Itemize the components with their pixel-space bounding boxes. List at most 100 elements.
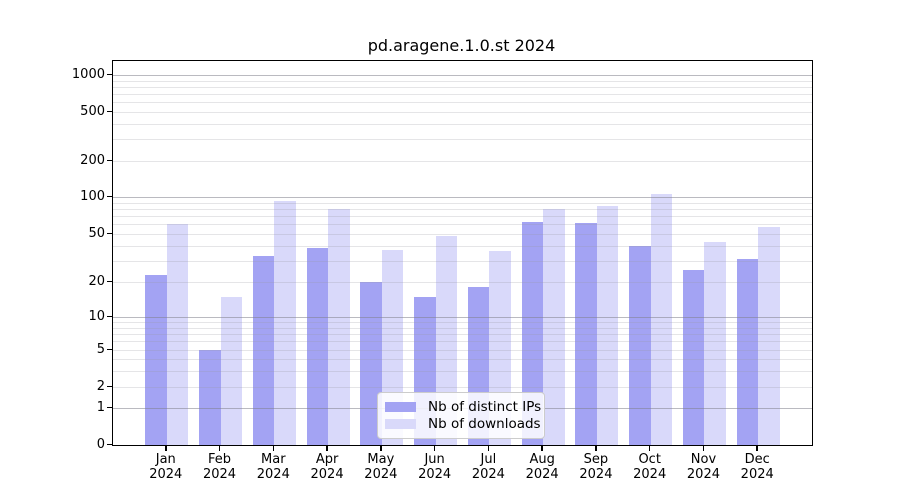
x-tick-may-2024 [380,445,382,451]
minor-gridline-200 [113,161,812,162]
minor-gridline-800 [113,86,812,88]
y-tick-500 [107,110,112,112]
x-tick-label-jul-2024: Jul 2024 [471,452,505,482]
major-gridline-10 [113,317,812,318]
x-tick-oct-2024 [648,445,651,451]
minor-gridline-50 [113,234,812,235]
bar-nb-of-distinct-ips-feb-2024 [199,350,221,445]
y-tick-label-20: 20 [88,273,105,289]
y-tick-1 [107,406,112,408]
minor-gridline-6 [113,341,812,343]
minor-gridline-9 [113,322,812,324]
legend-label-distinct-ips: Nb of distinct IPs [428,398,542,415]
legend-swatch-downloads [385,419,416,430]
minor-gridline-8 [113,327,812,329]
x-tick-feb-2024 [218,445,221,451]
x-tick-apr-2024 [326,445,328,451]
x-tick-label-aug-2024: Aug 2024 [525,452,559,482]
y-tick-20 [107,280,112,282]
legend-item-distinct-ips: Nb of distinct IPs [385,399,541,415]
y-tick-50 [107,232,112,234]
x-tick-label-jun-2024: Jun 2024 [418,452,452,482]
major-gridline-100 [113,197,812,198]
bar-nb-of-downloads-oct-2024 [650,194,673,445]
y-tick-label-2: 2 [96,378,105,394]
bar-nb-of-downloads-apr-2024 [328,208,350,445]
y-tick-label-1000: 1000 [71,66,105,82]
minor-gridline-60 [113,224,812,226]
minor-gridline-300 [113,139,812,141]
x-tick-label-apr-2024: Apr 2024 [310,452,344,482]
y-tick-label-50: 50 [88,225,105,241]
y-tick-2 [107,385,112,387]
y-tick-10 [107,315,112,317]
minor-gridline-400 [113,123,812,125]
bar-nb-of-distinct-ips-aug-2024 [521,221,544,445]
y-tick-5 [107,348,112,350]
minor-gridline-500 [113,112,812,113]
bar-nb-of-distinct-ips-sep-2024 [575,222,597,445]
legend-item-downloads: Nb of downloads [385,416,541,432]
bar-nb-of-downloads-mar-2024 [274,200,296,445]
minor-gridline-20 [113,282,812,283]
x-tick-sep-2024 [595,445,597,451]
y-tick-1000 [107,73,112,75]
x-tick-nov-2024 [702,445,705,451]
minor-gridline-30 [113,260,812,262]
y-tick-label-10: 10 [88,308,105,324]
minor-gridline-700 [113,94,812,96]
x-tick-label-may-2024: May 2024 [364,452,398,482]
bar-nb-of-distinct-ips-oct-2024 [629,245,651,445]
y-tick-label-200: 200 [80,152,105,168]
bar-nb-of-downloads-feb-2024 [220,296,243,445]
y-tick-0 [107,443,112,445]
x-tick-jun-2024 [433,445,436,451]
x-tick-label-dec-2024: Dec 2024 [740,452,774,482]
minor-gridline-4 [113,359,812,360]
x-tick-label-jan-2024: Jan 2024 [149,452,183,482]
bar-nb-of-distinct-ips-may-2024 [360,282,382,445]
y-tick-label-5: 5 [96,341,105,357]
x-tick-jul-2024 [487,445,490,451]
legend-label-downloads: Nb of downloads [428,416,541,433]
bar-nb-of-downloads-nov-2024 [704,241,726,445]
x-tick-jan-2024 [165,445,167,451]
plot-area [112,60,813,446]
legend: Nb of distinct IPs Nb of downloads [377,392,545,439]
y-tick-label-100: 100 [80,188,105,204]
x-tick-label-mar-2024: Mar 2024 [256,452,290,482]
bar-nb-of-downloads-sep-2024 [596,205,619,445]
y-tick-200 [107,159,112,161]
x-tick-mar-2024 [272,445,275,451]
minor-gridline-70 [113,216,812,218]
bar-nb-of-distinct-ips-mar-2024 [252,255,275,445]
bar-nb-of-distinct-ips-nov-2024 [682,270,705,445]
bar-nb-of-downloads-dec-2024 [758,227,780,445]
chart-title: pd.aragene.1.0.st 2024 [367,36,556,55]
x-tick-label-sep-2024: Sep 2024 [579,452,613,482]
bar-nb-of-distinct-ips-apr-2024 [306,248,329,445]
legend-swatch-distinct-ips [385,401,416,412]
minor-gridline-5 [113,350,812,351]
minor-gridline-2 [113,387,812,388]
major-gridline-1000 [113,75,812,76]
y-tick-100 [107,195,112,197]
minor-gridline-40 [113,245,812,247]
minor-gridline-600 [113,102,812,104]
minor-gridline-3 [113,370,812,372]
minor-gridline-90 [113,202,812,204]
y-tick-label-0: 0 [96,436,105,452]
x-tick-label-feb-2024: Feb 2024 [202,452,237,482]
x-tick-label-nov-2024: Nov 2024 [686,452,720,482]
bar-nb-of-downloads-aug-2024 [543,208,565,445]
y-tick-label-500: 500 [80,103,105,119]
minor-gridline-900 [113,80,812,82]
y-tick-label-1: 1 [96,399,105,415]
minor-gridline-7 [113,333,812,335]
minor-gridline-80 [113,208,812,210]
bar-nb-of-distinct-ips-dec-2024 [736,259,759,445]
x-tick-dec-2024 [756,445,758,451]
x-tick-label-oct-2024: Oct 2024 [633,452,667,482]
x-tick-aug-2024 [541,445,543,451]
